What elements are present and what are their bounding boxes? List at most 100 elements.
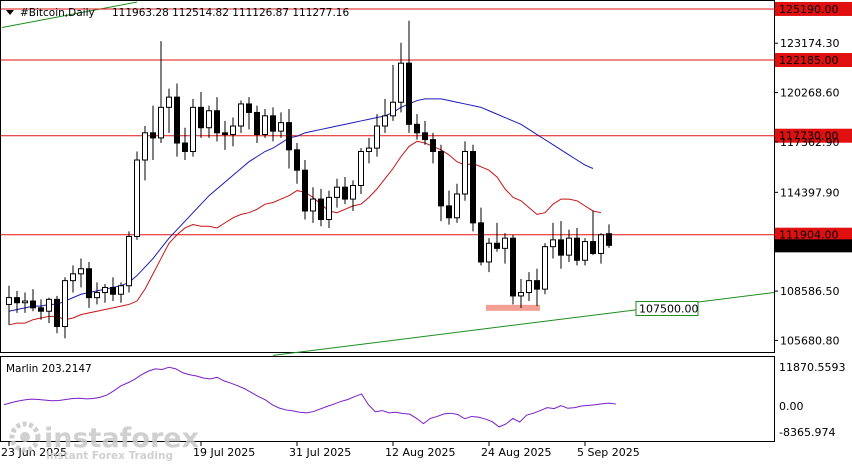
candle <box>150 105 156 161</box>
candle <box>574 227 580 266</box>
candle-body-bull <box>502 237 508 249</box>
candle <box>558 221 564 269</box>
candle <box>566 229 572 262</box>
candle <box>294 143 300 184</box>
level-badge-2 <box>775 128 852 143</box>
candle-body-bull <box>310 198 316 212</box>
candle <box>310 187 316 223</box>
candle-body-bear <box>270 115 276 132</box>
candle-body-bull <box>526 280 532 294</box>
candle-body-bear <box>422 132 428 141</box>
candle <box>582 238 588 266</box>
candle <box>374 114 380 157</box>
price-axis: 123174.30 120268.60 117362.90 114397.90 1085… <box>775 37 852 347</box>
marlin-line <box>3 366 617 428</box>
candle <box>422 120 428 145</box>
price-axis-label: 120268.60 <box>780 87 840 100</box>
candle-body-bull <box>78 268 84 275</box>
indicator-scale-top: 11870.5593 <box>779 361 845 374</box>
candle-body-bull <box>542 246 548 290</box>
candle <box>158 41 164 144</box>
level-badge-1 <box>775 53 852 68</box>
candle <box>54 295 60 334</box>
candle-body-bull <box>398 62 404 103</box>
instaforex-logo: instaforex Instant Forex Trading <box>9 421 199 462</box>
level-badge-3 <box>775 227 852 242</box>
candle-body-bull <box>46 298 52 312</box>
candle <box>534 268 540 307</box>
candle <box>350 180 356 211</box>
candle <box>518 278 524 308</box>
candle <box>366 137 372 164</box>
candle-body-bull <box>454 193 460 219</box>
horizontal-levels: 125190.00 122185.00 117730.00 111904.00 <box>1 1 852 242</box>
candle <box>198 92 204 138</box>
candle-body-bear <box>510 237 516 297</box>
candle-body-bear <box>446 205 452 219</box>
candle-body-bear <box>558 239 564 256</box>
candle-body-bear <box>302 169 308 212</box>
candle <box>78 258 84 288</box>
trendlines: 107500.00 <box>1 1 775 356</box>
chart-header: #Bitcoin,Daily 111963.28 112514.82 11112… <box>6 7 349 19</box>
candle <box>326 190 332 228</box>
candle-body-bull <box>550 239 556 248</box>
date-label: 19 Jul 2025 <box>193 446 255 459</box>
candle-body-bear <box>246 103 252 113</box>
candle <box>438 144 444 222</box>
candle-body-bear <box>406 62 412 125</box>
candle <box>190 98 196 157</box>
candle <box>406 20 412 133</box>
date-label: 12 Aug 2025 <box>385 446 455 459</box>
level-label-2: 117730.00 <box>779 130 839 143</box>
candle-body-bear <box>494 242 500 249</box>
support-trendline <box>272 292 775 356</box>
candle <box>462 141 468 201</box>
ohlc-values: 111963.28 112514.82 111126.87 111277.16 <box>112 7 349 19</box>
candle <box>126 231 132 293</box>
candle-body-bull <box>118 285 124 295</box>
candle <box>22 292 28 313</box>
level-badge-0 <box>775 1 852 16</box>
candle-body-bull <box>206 110 212 129</box>
candle-body-bull <box>6 297 12 305</box>
candle-body-bear <box>182 142 188 153</box>
candle-body-bear <box>198 106 204 129</box>
candle-body-bear <box>438 151 444 207</box>
candle-body-bull <box>486 242 492 263</box>
candle-body-bull <box>94 292 100 299</box>
level-label-0: 125190.00 <box>779 3 839 16</box>
gear-icon <box>9 421 41 453</box>
candle-body-bull <box>102 286 108 294</box>
candle-body-bull <box>126 235 132 287</box>
date-axis: 23 Jun 2025 19 Jul 2025 31 Jul 2025 12 Aug … <box>1 442 640 459</box>
candle <box>86 261 92 308</box>
indicator-scale-bottom: -8365.974 <box>779 426 835 439</box>
candle-body-bull <box>366 147 372 153</box>
marlin-indicator <box>3 366 617 428</box>
dropdown-triangle-icon[interactable] <box>6 10 14 15</box>
candle <box>542 243 548 295</box>
candle <box>382 98 388 133</box>
candle <box>102 284 108 303</box>
candle <box>286 109 292 169</box>
candle-body-bull <box>326 196 332 220</box>
candle <box>70 265 76 293</box>
candle-body-bull <box>334 186 340 198</box>
candle <box>134 151 140 240</box>
candle-body-bear <box>590 241 596 254</box>
candle-body-bear <box>534 280 540 290</box>
logo-brand-text: instaforex <box>44 423 199 454</box>
candle <box>486 238 492 273</box>
candle-body-bull <box>70 273 76 282</box>
candle-body-bull <box>566 237 572 256</box>
candle-body-bull <box>462 151 468 195</box>
indicator-pane-frame <box>0 356 775 442</box>
candle <box>94 282 100 305</box>
candle-body-bear <box>254 111 260 136</box>
candle <box>214 97 220 142</box>
candle <box>430 132 436 164</box>
symbol-label: #Bitcoin,Daily <box>20 7 95 19</box>
